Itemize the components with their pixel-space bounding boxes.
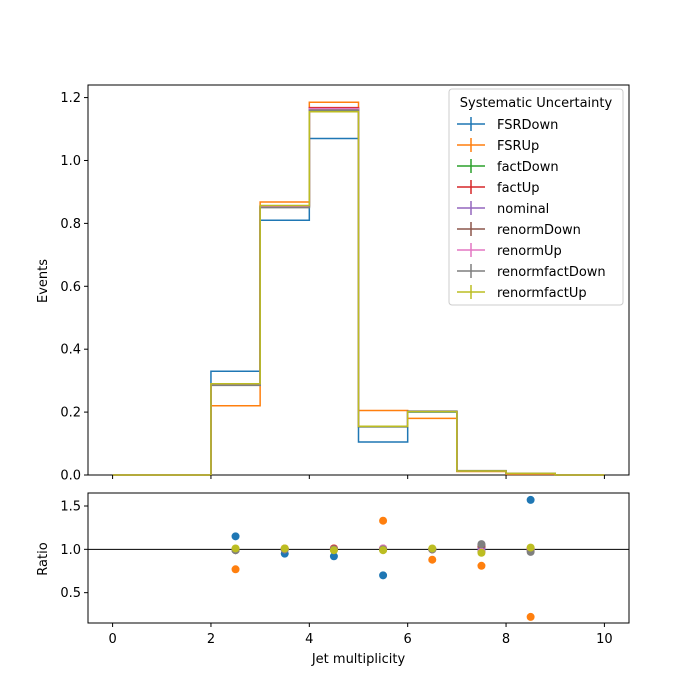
ratio-point-renormfactUp bbox=[526, 543, 535, 552]
bottom-y-tick-label: 1.5 bbox=[60, 500, 81, 515]
ratio-point-FSRDown bbox=[526, 495, 535, 504]
ratio-point-FSRUp bbox=[379, 516, 388, 525]
ratio-point-FSRUp bbox=[428, 555, 437, 564]
top-y-tick-label: 0.4 bbox=[60, 343, 81, 358]
legend-label: FSRDown bbox=[497, 118, 558, 133]
legend-entry-renormDown: renormDown bbox=[457, 222, 581, 238]
ratio-point-FSRUp bbox=[231, 565, 240, 574]
ratio-point-renormfactUp bbox=[280, 544, 289, 553]
top-y-tick-label: 1.2 bbox=[60, 91, 81, 106]
x-tick-label: 6 bbox=[404, 632, 412, 647]
bottom-y-tick-label: 1.0 bbox=[60, 543, 81, 558]
legend-title: Systematic Uncertainty bbox=[460, 96, 613, 111]
histogram-step-renormfactUp bbox=[112, 110, 605, 476]
ratio-point-renormfactUp bbox=[231, 544, 240, 553]
x-tick-label: 8 bbox=[502, 632, 510, 647]
legend-box bbox=[448, 88, 624, 306]
top-panel: 0.0 0.2 0.4 0.6 0.8 1.0 1.2 Systematic Uncertai… bbox=[60, 84, 630, 484]
legend-entry-nominal: nominal bbox=[457, 201, 549, 217]
top-y-tick-label: 0.6 bbox=[60, 280, 81, 295]
legend-entry-factDown: factDown bbox=[457, 159, 559, 175]
legend-label: renormfactUp bbox=[497, 286, 587, 301]
ratio-point-renormfactUp bbox=[428, 544, 437, 553]
x-tick-label: 0 bbox=[108, 632, 116, 647]
ratio-point-FSRUp bbox=[526, 612, 535, 621]
legend-entry-FSRUp: FSRUp bbox=[457, 138, 539, 154]
ratio-plot-frame bbox=[87, 492, 630, 624]
legend-label: FSRUp bbox=[497, 139, 539, 154]
legend-entry-renormUp: renormUp bbox=[457, 243, 562, 259]
legend-label: renormDown bbox=[497, 223, 581, 238]
bottom-y-axis-label: Ratio bbox=[36, 542, 51, 575]
top-y-tick-label: 0.2 bbox=[60, 406, 81, 421]
x-tick-label: 10 bbox=[596, 632, 613, 647]
top-y-axis-label: Events bbox=[36, 259, 51, 303]
x-tick-label: 4 bbox=[305, 632, 313, 647]
top-y-tick-label: 0.8 bbox=[60, 217, 81, 232]
legend-label: factDown bbox=[497, 160, 559, 175]
legend-entry-renormfactDown: renormfactDown bbox=[457, 264, 606, 280]
ratio-point-FSRUp bbox=[477, 561, 486, 570]
ratio-point-renormfactDown bbox=[477, 540, 486, 549]
ratio-point-renormfactUp bbox=[477, 548, 486, 557]
legend-label: renormfactDown bbox=[497, 265, 606, 280]
top-plot-frame bbox=[87, 84, 630, 476]
ratio-point-renormfactUp bbox=[379, 546, 388, 555]
top-y-tick-label: 1.0 bbox=[60, 154, 81, 169]
legend-entry-renormfactUp: renormfactUp bbox=[457, 285, 587, 301]
ratio-point-renormfactUp bbox=[329, 546, 338, 555]
legend-entry-FSRDown: FSRDown bbox=[457, 117, 558, 133]
legend-label: factUp bbox=[497, 181, 540, 196]
legend-label: nominal bbox=[497, 202, 549, 217]
ratio-point-FSRDown bbox=[231, 532, 240, 541]
ratio-point-FSRDown bbox=[379, 571, 388, 580]
x-tick-label: 2 bbox=[207, 632, 215, 647]
x-axis-label: Jet multiplicity bbox=[311, 652, 406, 667]
legend-label: renormUp bbox=[497, 244, 562, 259]
bottom-panel: 0.5 1.0 1.5 0 2 4 6 8 10 bbox=[60, 492, 630, 647]
ratio-point-FSRDown bbox=[329, 552, 338, 561]
legend-entry-factUp: factUp bbox=[457, 180, 540, 196]
top-y-tick-label: 0.0 bbox=[60, 469, 81, 484]
bottom-y-tick-label: 0.5 bbox=[60, 586, 81, 601]
